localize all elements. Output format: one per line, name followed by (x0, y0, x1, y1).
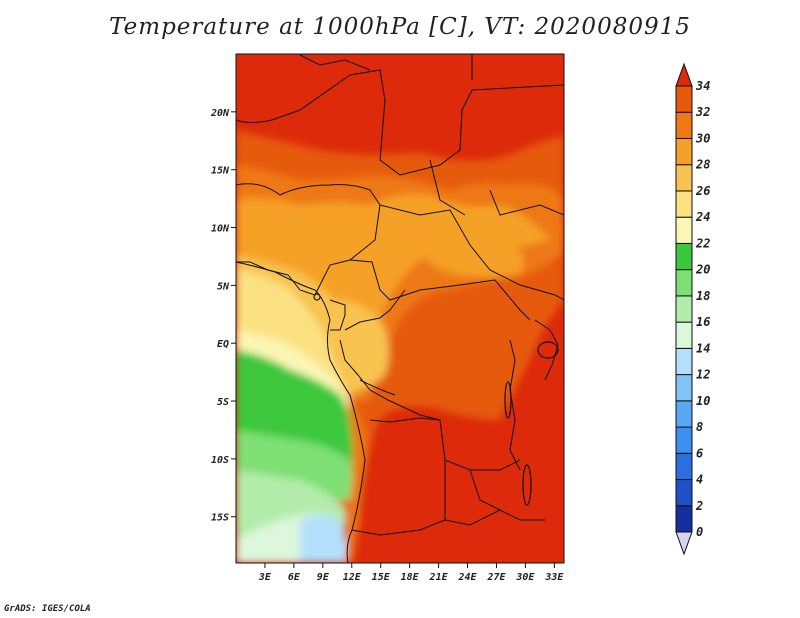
x-tick-label: 30E (515, 572, 535, 583)
colorbar-box (675, 269, 693, 297)
x-tick-label: 24E (457, 572, 477, 583)
colorbar-box (675, 164, 693, 192)
y-tick-label: 15S (211, 513, 229, 524)
colorbar-box (675, 85, 693, 113)
map-frame (235, 53, 565, 564)
grads-credit: GrADS: IGES/COLA (4, 604, 91, 614)
y-tick-label: 15N (211, 166, 230, 177)
colorbar-label: 2 (695, 499, 703, 513)
colorbar-box (675, 505, 693, 533)
colorbar-label: 22 (695, 236, 710, 250)
y-tick-label: EQ (217, 339, 229, 350)
colorbar-box (675, 479, 693, 507)
colorbar-label: 4 (696, 473, 703, 487)
colorbar-label: 18 (696, 289, 710, 303)
x-tick-label: 6E (288, 572, 301, 583)
colorbar-label: 14 (696, 341, 710, 355)
colorbar-box (675, 400, 693, 428)
lakes (313, 293, 559, 506)
y-tick-label: 20N (210, 108, 230, 119)
colorbar-label: 20 (695, 263, 710, 277)
y-tick-label: 10N (211, 224, 230, 235)
x-tick-label: 9E (317, 572, 330, 583)
y-tick-label: 5S (217, 397, 229, 408)
colorbar-label: 24 (695, 210, 710, 224)
colorbar-box (675, 347, 693, 376)
field-east-patches (420, 228, 524, 278)
colorbar-label: 32 (695, 105, 710, 119)
colorbar-box (675, 321, 693, 349)
colorbar-box (675, 452, 693, 481)
field-coastal-strip (345, 400, 368, 563)
colorbar-label: 6 (696, 446, 703, 460)
x-axis: 3E 6E 9E 12E 15E 18E 21E 24E 27E 30E 33E (258, 563, 564, 583)
country-borders (236, 54, 564, 563)
colorbar-label: 10 (696, 394, 710, 408)
colorbar-label: 34 (695, 79, 710, 93)
colorbar-box (675, 190, 693, 218)
colorbar-box (675, 242, 693, 271)
colorbar-label: 26 (695, 184, 710, 198)
colorbar-max-triangle (675, 62, 693, 87)
colorbar-label: 12 (696, 368, 710, 382)
y-axis: 20N 15N 10N 5N EQ 5S 10S 15S (210, 108, 236, 524)
x-tick-label: 21E (429, 572, 449, 583)
x-tick-label: 33E (544, 572, 564, 583)
field-10-12 (300, 515, 350, 563)
colorbar-box (675, 111, 693, 139)
colorbar-box (675, 137, 693, 166)
x-tick-label: 3E (258, 572, 272, 583)
temperature-field (236, 54, 564, 563)
colorbar-label: 30 (695, 131, 710, 145)
x-tick-label: 27E (486, 572, 506, 583)
colorbar-min-triangle (675, 531, 693, 556)
colorbar-label: 16 (696, 315, 710, 329)
colorbar-label: 8 (696, 420, 703, 434)
x-tick-label: 12E (343, 572, 362, 583)
colorbar-box (675, 216, 693, 244)
chart-title: Temperature at 1000hPa [C], VT: 20200809… (109, 14, 691, 40)
colorbar-label: 28 (695, 158, 710, 172)
y-tick-label: 10S (211, 455, 229, 466)
x-tick-label: 18E (401, 572, 420, 583)
colorbar-box (675, 426, 693, 454)
y-tick-label: 5N (217, 281, 230, 292)
colorbar-box (675, 374, 693, 402)
x-tick-label: 15E (372, 572, 391, 583)
colorbar-box (675, 295, 693, 323)
colorbar-label: 0 (696, 525, 703, 539)
